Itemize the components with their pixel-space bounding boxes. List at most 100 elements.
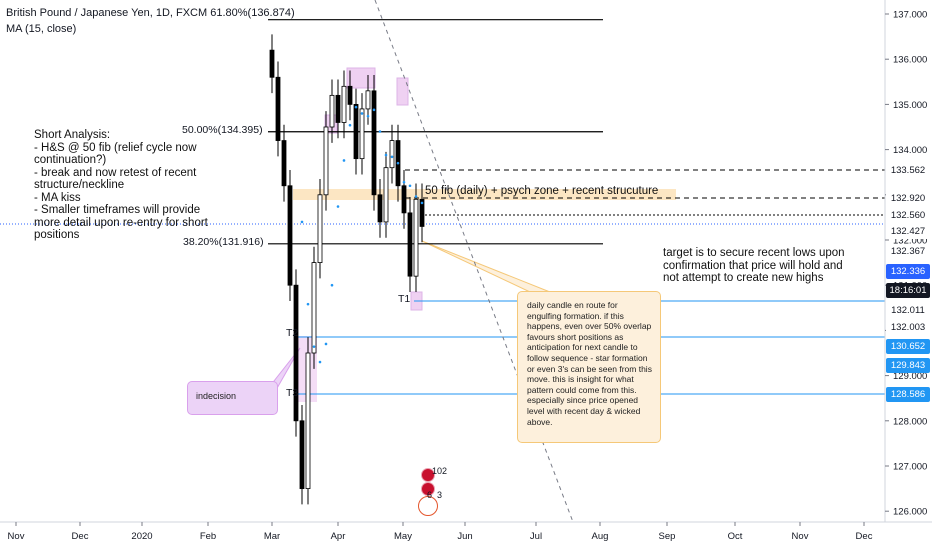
- candle-body: [347, 85, 353, 105]
- zone-label[interactable]: 50 fib (daily) + psych zone + recent str…: [425, 185, 659, 197]
- time-axis: Nov Dec 2020 Feb Mar Apr May Jun Jul Aug Sep Oct Nov…: [0, 521, 932, 542]
- candle-body: [359, 108, 365, 160]
- price-tick-label: 126.000: [893, 507, 927, 518]
- price-tick-label: 129.000: [893, 371, 927, 382]
- price-tag: 132.560: [886, 208, 930, 223]
- candles: [269, 34, 425, 505]
- shoulder-highlight: [396, 77, 409, 106]
- ma-point: [396, 161, 400, 165]
- time-tick-label: Feb: [200, 531, 216, 542]
- t3-label: T3: [286, 387, 299, 399]
- time-tick-label: Nov: [8, 531, 25, 542]
- price-tick-label: 135.000: [893, 100, 927, 111]
- candle-body: [329, 94, 335, 128]
- candle-body: [371, 90, 377, 196]
- symbol-title: British Pound / Japanese Yen, 1D, FXCM 6…: [6, 7, 295, 19]
- psych-zone: [293, 189, 676, 200]
- price-tick-label: 127.000: [893, 462, 927, 473]
- candle-body: [341, 85, 347, 123]
- event-badge[interactable]: 102 6 3: [418, 466, 447, 516]
- price-tag: 133.562: [886, 163, 930, 178]
- time-tick-label: Apr: [331, 531, 346, 542]
- candle-body: [269, 49, 275, 78]
- ma-point: [408, 184, 412, 188]
- price-tag: 132.336: [886, 264, 930, 279]
- ma-point: [348, 123, 352, 127]
- badge-count-b: 3: [437, 490, 443, 500]
- ma-point: [324, 342, 328, 346]
- time-tick-label: Aug: [592, 531, 609, 542]
- time-tick-label: Nov: [792, 531, 809, 542]
- short-analysis-note[interactable]: Short Analysis: - H&S @ 50 fib (relief c…: [34, 129, 208, 241]
- price-tick-label: 132.000: [893, 236, 927, 247]
- indecision-callout[interactable]: [187, 381, 278, 415]
- price-tick-label: 137.000: [893, 10, 927, 21]
- candle-note-text: daily candle en route for engulfing form…: [527, 300, 652, 427]
- time-tick-label: 2020: [131, 531, 152, 542]
- candle-body: [413, 198, 419, 277]
- t1-label: T1: [398, 293, 411, 305]
- candle-body: [389, 140, 395, 169]
- candle-body: [311, 262, 317, 354]
- time-tick-label: Oct: [728, 531, 743, 542]
- badge-circle-icon: [418, 496, 438, 516]
- candle-body: [407, 212, 413, 277]
- badge-count-a: 6: [427, 490, 433, 500]
- trend-line: [374, 0, 574, 523]
- candle-body: [383, 167, 389, 223]
- candle-body: [377, 194, 383, 223]
- ma-point: [330, 283, 334, 287]
- price-tag: 130.652: [886, 339, 930, 354]
- time-tick-label: Jun: [457, 531, 472, 542]
- time-tick-label: May: [394, 531, 412, 542]
- ma-point: [402, 180, 406, 184]
- target-note[interactable]: target is to secure recent lows upon con…: [663, 247, 845, 284]
- ma-point: [372, 108, 376, 112]
- price-tag: 132.003: [886, 320, 930, 335]
- ma-point: [342, 159, 346, 162]
- price-tag: 132.011: [886, 303, 930, 318]
- ma-point: [366, 114, 370, 118]
- candle-body: [323, 126, 329, 196]
- candle-body: [365, 90, 371, 110]
- time-tick-label: Jul: [530, 531, 542, 542]
- price-tag: 132.367: [886, 244, 930, 259]
- candle-body: [299, 420, 305, 489]
- candle-note-callout[interactable]: [517, 291, 661, 443]
- candle-body: [305, 352, 311, 490]
- ma-point: [414, 195, 418, 198]
- ma-point: [384, 153, 388, 157]
- candle-body: [401, 185, 407, 214]
- price-tick-label: 136.000: [893, 55, 927, 66]
- candle-body: [419, 198, 425, 227]
- ma-point: [420, 201, 424, 205]
- badge-flag-icon: [421, 468, 435, 482]
- candle-body: [287, 185, 293, 286]
- candle-body: [281, 140, 287, 187]
- time-tick-label: Dec: [856, 531, 873, 542]
- ma-point: [354, 105, 358, 109]
- ma-point: [336, 205, 340, 208]
- price-tag: 132.920: [886, 191, 930, 206]
- price-tag: 129.843: [886, 358, 930, 373]
- indecision-text: indecision: [196, 391, 237, 401]
- candle-body: [335, 94, 341, 123]
- ma-point: [378, 130, 382, 133]
- ma-point: [300, 220, 304, 224]
- candle-body: [317, 194, 323, 264]
- price-tick-label: 134.000: [893, 145, 927, 156]
- candle-body: [293, 284, 299, 422]
- price-tick-label: 128.000: [893, 416, 927, 427]
- ma-point: [390, 155, 394, 159]
- ma-point: [306, 302, 310, 306]
- price-tag: 132.427: [886, 224, 930, 239]
- candle-body: [353, 104, 359, 160]
- ma-point: [360, 112, 364, 115]
- fib-50-label: 50.00%(134.395): [182, 124, 263, 136]
- price-axis: 137.000136.000135.000134.000133.000132.0…: [884, 0, 927, 522]
- fib-382-label: 38.20%(131.916): [183, 236, 264, 248]
- candle-body: [275, 76, 281, 141]
- badge-flag-icon-2: [421, 482, 435, 496]
- head-highlight: [346, 67, 376, 89]
- t2-label: T2: [286, 327, 299, 339]
